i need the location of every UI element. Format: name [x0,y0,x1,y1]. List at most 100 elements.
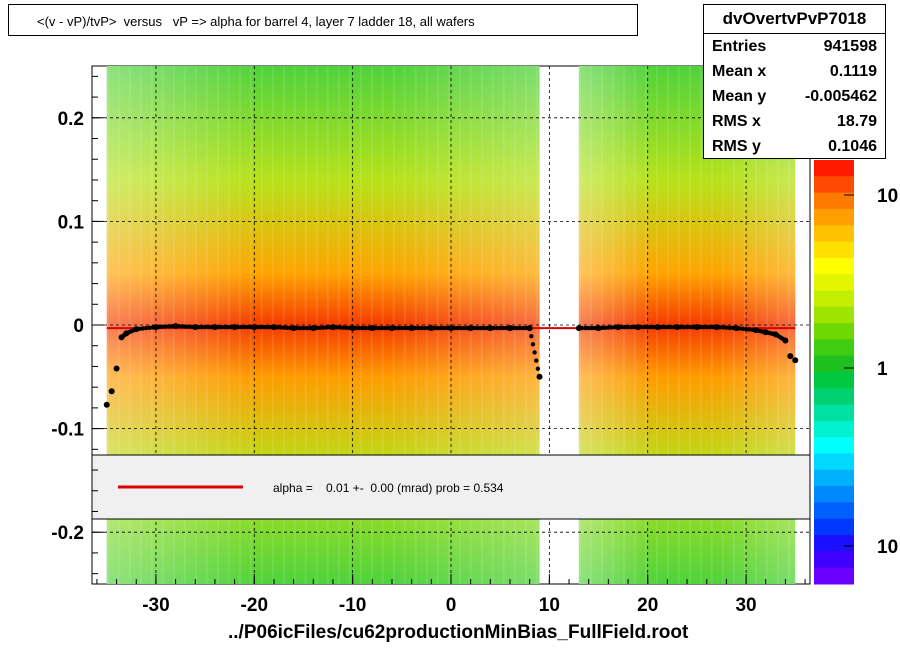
x-tick-label: -10 [339,595,366,616]
stats-value: 0.1046 [828,138,877,155]
palette-tick-label: 1 [877,359,888,380]
profile-point [737,326,742,331]
palette-swatch [814,257,854,275]
profile-point [497,325,503,331]
profile-point [422,325,427,331]
profile-point [337,325,342,330]
profile-point [416,325,421,331]
profile-point [258,324,264,330]
profile-point [108,388,115,395]
palette-swatch [814,323,854,340]
profile-point [781,337,786,342]
profile-point [471,325,477,331]
palette-swatch [814,535,854,552]
heatmap-stripe [436,66,439,584]
profile-point [761,329,767,335]
palette-swatch [814,469,854,487]
profile-point [340,325,346,330]
profile-point [704,324,709,330]
profile-point [458,325,464,331]
profile-point [425,325,431,331]
profile-point [658,324,664,330]
profile-point [290,325,297,332]
y-tick-label: 0.2 [58,109,84,130]
profile-point [275,325,280,330]
profile-point [304,325,309,331]
profile-points [103,323,799,408]
profile-point [396,325,401,331]
profile-point [278,325,283,330]
palette-swatch [814,192,854,210]
palette-swatch [814,225,854,243]
x-tick-label: 10 [539,595,560,616]
x-tick-label: -20 [241,595,268,616]
profile-point [750,327,755,333]
profile-point [517,325,523,331]
profile-point [294,325,300,331]
profile-point [697,324,703,330]
x-tick-label: 20 [637,595,658,616]
profile-point [192,324,199,331]
stats-row-rms-y: RMS y 0.1046 [704,134,885,159]
profile-point [176,324,182,329]
profile-point [536,373,543,380]
stats-row-entries: Entries 941598 [704,34,885,59]
profile-point [357,325,362,331]
profile-point [481,325,486,331]
profile-point [314,325,319,331]
profile-point [324,325,329,330]
profile-point [615,324,622,331]
profile-point [310,325,317,332]
palette-swatch [814,355,854,373]
stats-label: Entries [712,38,767,55]
profile-point [297,325,303,331]
profile-point [268,324,273,330]
profile-point [163,324,168,329]
profile-point [432,325,437,331]
profile-point [534,358,539,363]
profile-point [530,342,536,347]
profile-point [645,324,650,330]
stats-label: Mean x [712,63,767,80]
profile-point [678,324,683,330]
profile-point [317,325,323,330]
profile-point [575,325,582,332]
heatmap-stripe [304,66,307,584]
profile-point [711,324,716,330]
profile-point [412,325,418,331]
profile-point [612,325,618,330]
heatmap-stripe [622,66,625,584]
profile-point [654,324,661,331]
profile-point [349,325,356,332]
profile-point [103,401,110,408]
profile-point [583,325,588,331]
palette-swatch [814,339,854,357]
heatmap-stripe [359,66,362,584]
profile-point [307,325,313,331]
profile-point [524,325,529,331]
palette-swatch [814,372,854,389]
profile-point [270,324,277,331]
profile-point [684,324,690,330]
profile-point [642,324,647,330]
profile-point [284,325,290,330]
profile-point [363,325,368,331]
profile-point [132,327,137,333]
profile-point [445,325,450,331]
stats-box: dvOvertvPvP7018 Entries 941598 Mean x 0.… [703,4,886,159]
profile-point [504,325,509,331]
palette-swatch [814,518,854,536]
profile-point [743,326,749,332]
profile-point [172,323,179,330]
profile-point [442,325,447,331]
profile-point [606,325,611,330]
profile-point [747,327,752,332]
palette-swatch [814,306,854,324]
profile-point [730,325,736,331]
palette-swatch [814,404,854,422]
heatmap-stripe [106,66,109,584]
y-tick-label: -0.2 [51,523,84,544]
chart-title-box: <(v - vP)/tvP> versus vP => alpha for ba… [8,4,638,36]
profile-point [625,324,631,330]
palette-tick-label: 10 [877,537,898,558]
